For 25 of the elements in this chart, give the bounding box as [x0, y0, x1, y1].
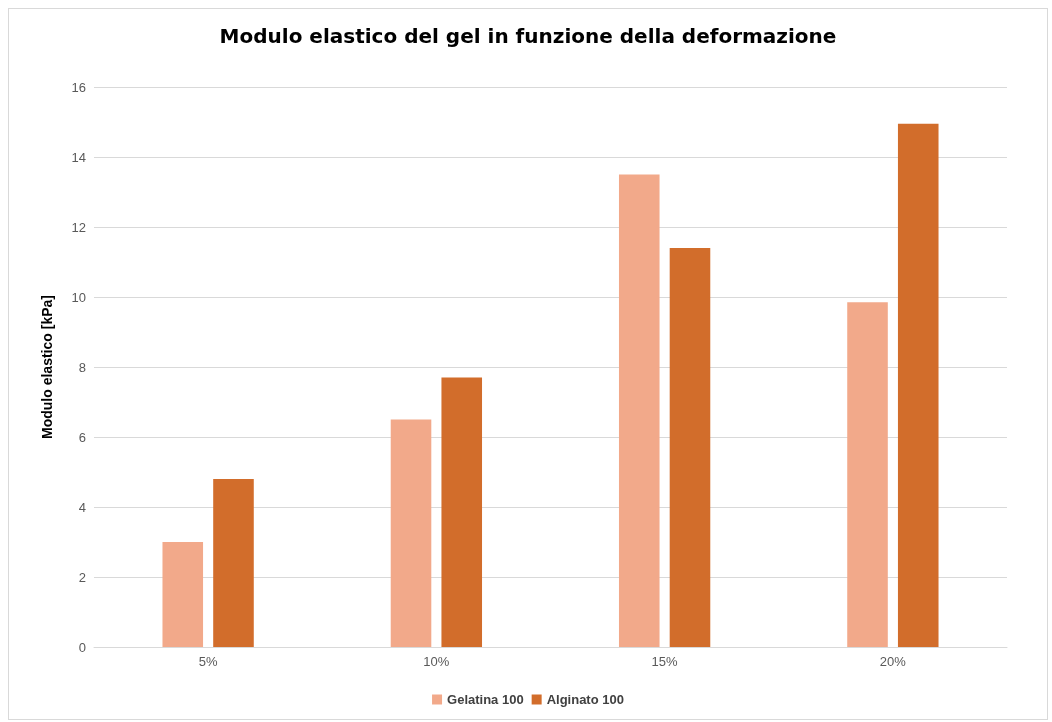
y-tick-label: 2 — [78, 569, 86, 585]
y-tick-label: 4 — [78, 499, 86, 515]
y-tick-label: 16 — [71, 79, 86, 95]
y-axis-title: Modulo elastico [kPa] — [39, 295, 55, 439]
x-tick-label: 5% — [198, 654, 218, 669]
bar — [162, 542, 204, 647]
y-tick-label: 14 — [71, 149, 86, 165]
y-tick-label: 6 — [78, 429, 86, 445]
bar — [618, 174, 660, 647]
x-tick-label: 15% — [651, 654, 679, 669]
bar — [847, 302, 888, 647]
chart-title: Modulo elastico del gel in funzione della deformazione — [219, 24, 837, 48]
y-tick-label: 12 — [71, 219, 86, 235]
bar — [441, 377, 483, 647]
y-tick-label: 0 — [78, 639, 86, 655]
bar — [669, 248, 711, 647]
x-tick-label: 10% — [423, 654, 450, 669]
legend-label: Gelatina 100 — [447, 692, 524, 707]
bar — [897, 123, 939, 647]
legend-label: Alginato 100 — [546, 692, 624, 707]
x-tick-label: 20% — [879, 654, 907, 669]
y-tick-label: 10 — [71, 289, 86, 305]
bar — [213, 479, 254, 647]
bar — [390, 419, 432, 647]
y-tick-label: 8 — [78, 359, 86, 375]
